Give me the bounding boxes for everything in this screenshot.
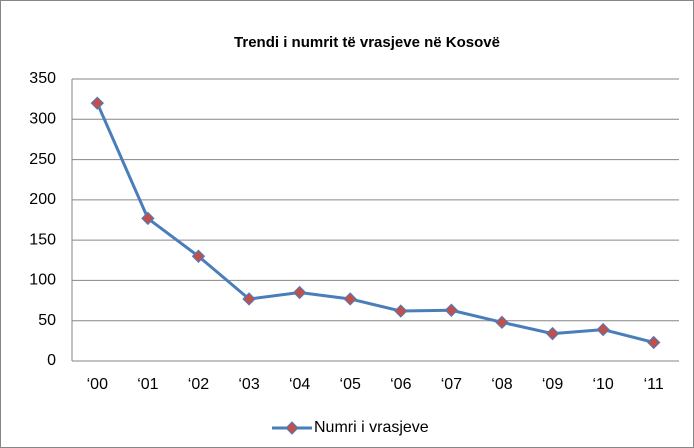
line <box>95 102 655 344</box>
y-tick-label: 300 <box>29 111 56 128</box>
x-tick-label: ‘07 <box>441 376 462 393</box>
x-tick-label: ‘05 <box>340 376 361 393</box>
chart-title: Trendi i numrit të vrasjeve në Kosovë <box>234 34 500 51</box>
marker <box>495 315 509 330</box>
legend-marker <box>285 421 299 435</box>
marker <box>545 326 560 341</box>
marker <box>292 285 307 300</box>
marker <box>444 303 459 317</box>
marker <box>191 249 206 263</box>
marker <box>343 292 357 306</box>
y-tick-label: 150 <box>29 231 56 248</box>
marker <box>596 322 610 337</box>
x-tick-label: ‘09 <box>542 376 563 393</box>
x-tick-label: ‘08 <box>491 376 512 393</box>
x-tick-label: ‘02 <box>188 376 209 393</box>
y-tick-label: 200 <box>29 191 56 208</box>
marker <box>90 96 104 110</box>
y-tick-label: 350 <box>29 70 56 87</box>
y-tick-label: 100 <box>29 272 56 289</box>
x-tick-label: ‘10 <box>592 376 613 393</box>
x-tick-label: ‘03 <box>238 376 259 393</box>
y-tick-label: 0 <box>47 352 56 369</box>
marker <box>242 292 256 306</box>
marker <box>647 335 661 350</box>
x-tick-label: ‘01 <box>137 376 158 393</box>
y-tick-label: 50 <box>38 312 56 329</box>
x-tick-label: ‘11 <box>644 376 664 393</box>
x-tick-label: ‘06 <box>390 376 411 393</box>
marker <box>141 211 155 226</box>
x-tick-label: ‘04 <box>289 376 310 393</box>
marker <box>394 304 408 318</box>
x-tick-label: ‘00 <box>87 376 108 393</box>
legend-label: Numri i vrasjeve <box>314 419 429 436</box>
y-tick-label: 250 <box>29 151 56 168</box>
